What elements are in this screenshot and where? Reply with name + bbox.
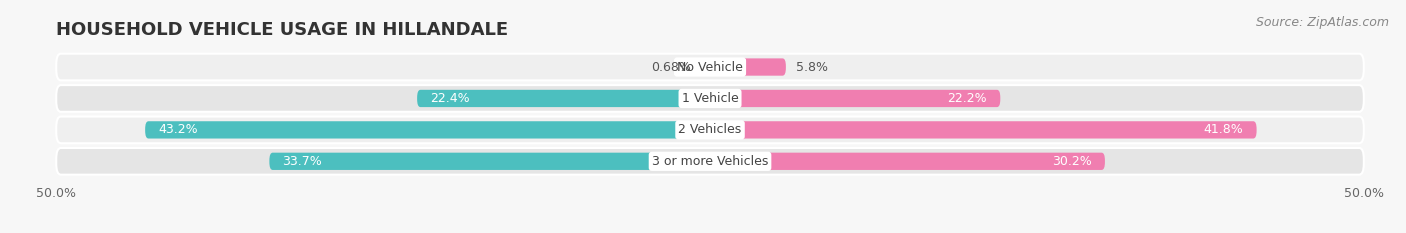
FancyBboxPatch shape xyxy=(710,58,786,76)
FancyBboxPatch shape xyxy=(702,58,710,76)
Text: No Vehicle: No Vehicle xyxy=(678,61,742,74)
FancyBboxPatch shape xyxy=(710,153,1105,170)
FancyBboxPatch shape xyxy=(710,121,1257,139)
Text: 3 or more Vehicles: 3 or more Vehicles xyxy=(652,155,768,168)
FancyBboxPatch shape xyxy=(145,121,710,139)
Text: 33.7%: 33.7% xyxy=(283,155,322,168)
Text: 1 Vehicle: 1 Vehicle xyxy=(682,92,738,105)
Text: 2 Vehicles: 2 Vehicles xyxy=(679,123,741,136)
Text: 22.4%: 22.4% xyxy=(430,92,470,105)
Text: 0.68%: 0.68% xyxy=(651,61,690,74)
Text: Source: ZipAtlas.com: Source: ZipAtlas.com xyxy=(1256,16,1389,29)
Text: HOUSEHOLD VEHICLE USAGE IN HILLANDALE: HOUSEHOLD VEHICLE USAGE IN HILLANDALE xyxy=(56,21,509,39)
FancyBboxPatch shape xyxy=(418,90,710,107)
Text: 30.2%: 30.2% xyxy=(1052,155,1092,168)
FancyBboxPatch shape xyxy=(56,85,1364,112)
Text: 5.8%: 5.8% xyxy=(796,61,828,74)
Text: 41.8%: 41.8% xyxy=(1204,123,1243,136)
FancyBboxPatch shape xyxy=(270,153,710,170)
FancyBboxPatch shape xyxy=(56,148,1364,175)
Text: 22.2%: 22.2% xyxy=(948,92,987,105)
FancyBboxPatch shape xyxy=(710,90,1000,107)
Text: 43.2%: 43.2% xyxy=(159,123,198,136)
FancyBboxPatch shape xyxy=(56,54,1364,80)
FancyBboxPatch shape xyxy=(56,116,1364,143)
